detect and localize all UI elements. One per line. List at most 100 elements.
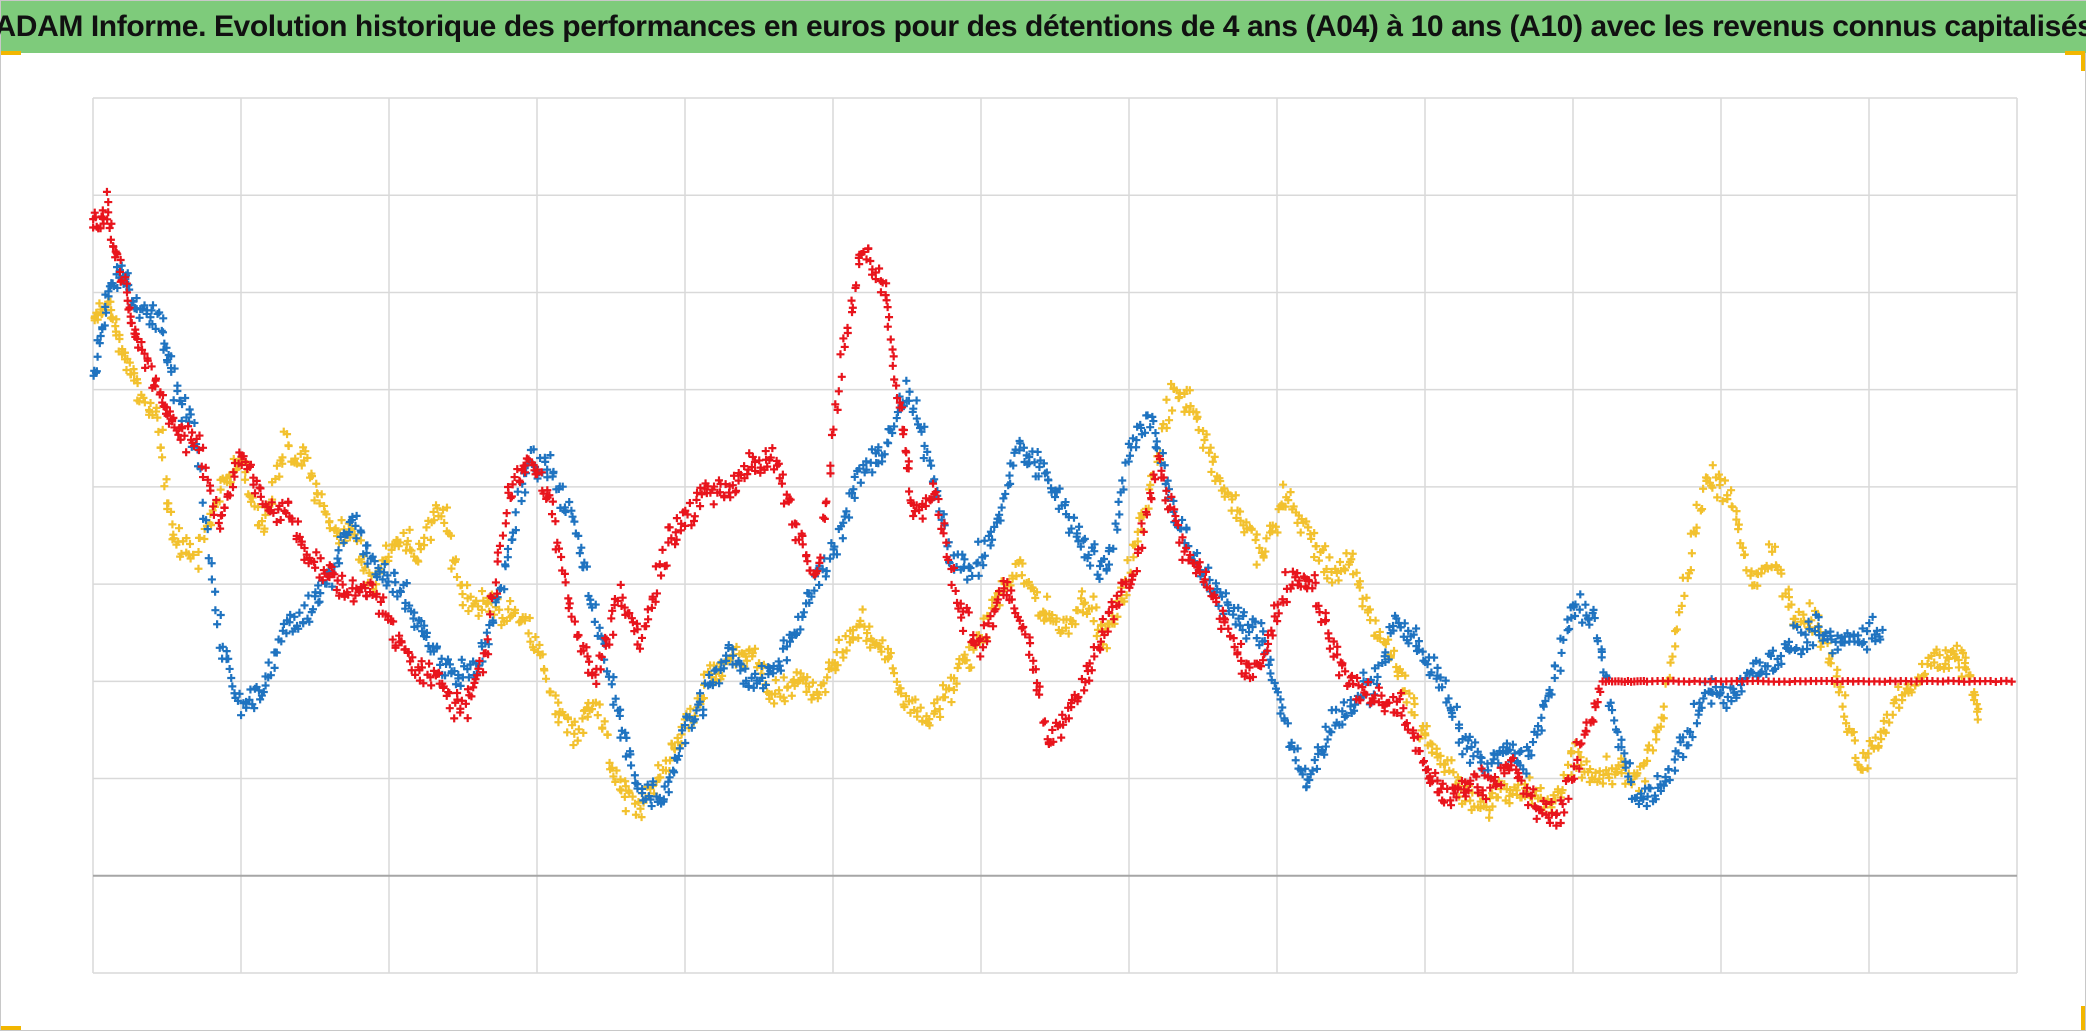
data-point bbox=[1015, 446, 1024, 455]
data-point bbox=[1162, 395, 1171, 404]
data-point bbox=[802, 687, 811, 696]
data-point bbox=[1827, 635, 1836, 644]
data-point bbox=[656, 773, 665, 782]
data-point bbox=[355, 588, 364, 597]
data-point bbox=[1092, 603, 1101, 612]
data-point bbox=[1267, 626, 1276, 635]
data-point bbox=[1205, 584, 1214, 593]
data-point bbox=[778, 470, 787, 479]
data-point bbox=[1029, 656, 1038, 665]
data-point bbox=[1617, 735, 1626, 744]
data-point bbox=[920, 422, 929, 431]
data-point bbox=[579, 728, 588, 737]
data-point bbox=[1043, 592, 1052, 601]
data-point bbox=[457, 655, 466, 664]
data-point bbox=[284, 442, 293, 451]
data-point bbox=[463, 665, 472, 674]
data-point bbox=[107, 219, 116, 228]
data-point bbox=[1031, 594, 1040, 603]
data-point bbox=[1613, 727, 1622, 736]
data-point bbox=[1944, 664, 1953, 673]
data-point bbox=[1578, 618, 1587, 627]
data-point bbox=[483, 635, 492, 644]
data-point bbox=[1289, 502, 1298, 511]
data-point bbox=[815, 580, 824, 589]
data-point bbox=[1438, 683, 1447, 692]
data-point bbox=[822, 566, 831, 575]
data-point bbox=[182, 448, 191, 457]
data-point bbox=[1133, 537, 1142, 546]
data-point bbox=[1007, 595, 1016, 604]
data-point bbox=[362, 592, 371, 601]
data-point bbox=[672, 535, 681, 544]
data-point bbox=[877, 647, 886, 656]
data-point bbox=[1722, 703, 1731, 712]
data-point bbox=[1264, 660, 1273, 669]
data-point bbox=[1515, 748, 1524, 757]
data-point bbox=[1854, 631, 1863, 640]
data-point bbox=[1602, 752, 1611, 761]
data-point bbox=[548, 497, 557, 506]
data-point bbox=[1585, 620, 1594, 629]
data-point bbox=[100, 321, 109, 330]
data-point bbox=[557, 553, 566, 562]
data-point bbox=[1024, 578, 1033, 587]
data-point bbox=[892, 381, 901, 390]
data-point bbox=[1273, 688, 1282, 697]
data-point bbox=[1564, 760, 1573, 769]
data-point bbox=[1336, 558, 1345, 567]
data-point bbox=[1064, 629, 1073, 638]
data-point bbox=[1834, 688, 1843, 697]
data-point bbox=[285, 618, 294, 627]
data-point bbox=[267, 498, 276, 507]
data-point bbox=[1356, 696, 1365, 705]
data-point bbox=[1358, 602, 1367, 611]
data-point bbox=[1545, 818, 1554, 827]
data-point bbox=[488, 593, 497, 602]
data-point bbox=[1377, 691, 1386, 700]
data-point bbox=[1423, 765, 1432, 774]
data-point bbox=[508, 535, 517, 544]
data-point bbox=[502, 509, 511, 518]
data-point bbox=[765, 694, 774, 703]
data-point bbox=[1273, 528, 1282, 537]
data-point bbox=[709, 500, 718, 509]
data-point bbox=[1412, 624, 1421, 633]
data-point bbox=[216, 611, 225, 620]
data-point bbox=[1245, 663, 1254, 672]
data-point bbox=[587, 705, 596, 714]
data-point bbox=[102, 308, 111, 317]
data-point bbox=[1278, 595, 1287, 604]
data-point bbox=[1461, 778, 1470, 787]
data-point bbox=[1771, 561, 1780, 570]
data-point bbox=[1100, 555, 1109, 564]
data-point bbox=[966, 564, 975, 573]
data-point bbox=[1679, 733, 1688, 742]
data-point bbox=[583, 712, 592, 721]
data-point bbox=[457, 696, 466, 705]
data-point bbox=[826, 469, 835, 478]
data-point bbox=[301, 447, 310, 456]
data-point bbox=[229, 454, 238, 463]
data-point bbox=[1175, 538, 1184, 547]
data-point bbox=[1762, 670, 1771, 679]
data-point bbox=[1621, 763, 1630, 772]
data-point bbox=[1252, 560, 1261, 569]
data-point bbox=[890, 669, 899, 678]
data-point bbox=[690, 512, 699, 521]
data-point bbox=[1509, 754, 1518, 763]
data-point bbox=[333, 576, 342, 585]
data-point bbox=[836, 350, 845, 359]
data-point bbox=[1591, 768, 1600, 777]
data-point bbox=[405, 525, 414, 534]
data-point bbox=[491, 578, 500, 587]
data-point bbox=[578, 714, 587, 723]
data-point bbox=[974, 571, 983, 580]
data-point bbox=[303, 453, 312, 462]
data-point bbox=[1888, 710, 1897, 719]
data-point bbox=[1858, 624, 1867, 633]
data-point bbox=[1672, 625, 1681, 634]
data-point bbox=[620, 603, 629, 612]
data-point bbox=[1465, 732, 1474, 741]
data-point bbox=[1331, 564, 1340, 573]
